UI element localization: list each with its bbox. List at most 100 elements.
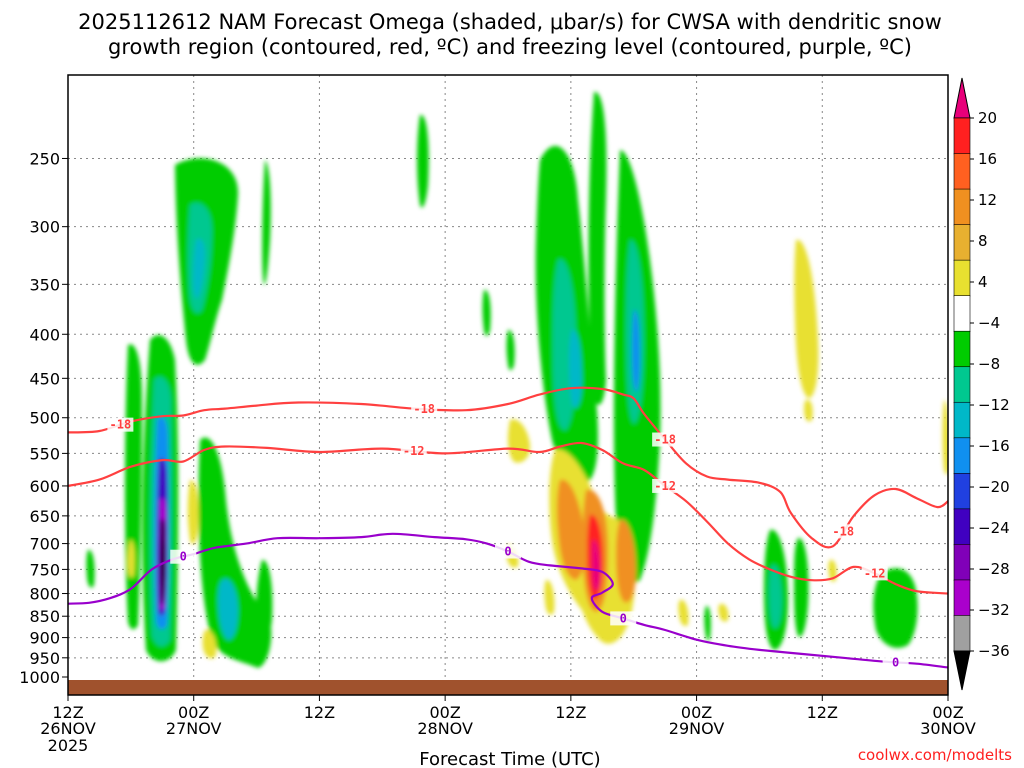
- colorbar-swatch-14: [953, 579, 971, 617]
- omega-band-yellow-ff: [828, 559, 837, 582]
- omega-band-orange-s: [616, 519, 636, 603]
- x-tick-label-5: 00Z: [681, 703, 712, 722]
- x-axis-label: Forecast Time (UTC): [419, 749, 600, 768]
- omega-band-green-aa: [794, 537, 809, 637]
- y-tick-label-400: 400: [29, 325, 60, 344]
- y-tick-label-800: 800: [29, 585, 60, 604]
- colorbar-swatch-7: [953, 330, 971, 368]
- chart-title-line1: 2025112612 NAM Forecast Omega (shaded, μ…: [78, 10, 942, 34]
- omega-streak-green-y: [704, 605, 711, 641]
- omega-band-yellow-g: [187, 479, 199, 545]
- omega-band-orange-q: [556, 479, 586, 580]
- colorbar-label-9: −20: [978, 478, 1010, 496]
- omega-band-cyan-c: [193, 238, 206, 299]
- colorbar-swatch-15: [953, 615, 971, 652]
- contour-label-bg-dendritic_minus18-3: [830, 524, 857, 539]
- y-tick-label-950: 950: [29, 649, 60, 668]
- colorbar-label-13: −36: [978, 642, 1010, 660]
- colorbar-label-11: −28: [978, 560, 1010, 578]
- contour-label-bg-freezing_0-3: [882, 655, 909, 670]
- omega-band-yellow-ee: [942, 400, 948, 475]
- colorbar-label-0: 20: [978, 109, 997, 127]
- y-tick-label-700: 700: [29, 535, 60, 554]
- colorbar: 20 16 12 8 4 −4 −8 −12 −16 −20 −24 −28 −32 −36: [953, 77, 1010, 691]
- x-tick-label-2: 12Z: [304, 703, 335, 722]
- y-tick-label-900: 900: [29, 629, 60, 648]
- colorbar-swatch-3: [953, 188, 971, 226]
- y-axis: 250 300 350 400 450 500 550 600 650 700 750 800 850 9…: [19, 149, 68, 687]
- plot-frame: [67, 74, 949, 696]
- y-tick-label-750: 750: [29, 560, 60, 579]
- contour-label-bg-freezing_0-0: [170, 549, 197, 564]
- contour-dendritic_minus12: [68, 441, 948, 595]
- colorbar-label-3: 8: [978, 232, 988, 250]
- colorbar-swatch-9: [953, 401, 971, 439]
- omega-band-yellow-h: [127, 539, 135, 578]
- contour-label-dendritic_minus12-2: -12: [864, 566, 886, 580]
- contour-label-bg-dendritic_minus18-0: [107, 417, 134, 432]
- x-tick-date-7: 30NOV: [920, 719, 976, 738]
- contour-label-dendritic_minus18-3: -18: [832, 524, 854, 538]
- x-tick-date-3: 28NOV: [417, 719, 473, 738]
- omega-band-yellow-x: [718, 603, 729, 622]
- colorbar-label-7: −12: [978, 396, 1010, 414]
- omega-band-yellow-w: [678, 599, 689, 626]
- contour-label-freezing_0-3: 0: [892, 655, 899, 669]
- colorbar-swatch-4: [953, 224, 971, 261]
- y-tick-label-300: 300: [29, 218, 60, 237]
- colorbar-swatch-8: [953, 366, 971, 404]
- colorbar-label-2: 12: [978, 191, 997, 209]
- colorbar-label-5: −4: [978, 314, 1000, 332]
- contour-label-freezing_0-2: 0: [620, 611, 627, 625]
- chart-title-line2: growth region (contoured, red, ºC) and f…: [108, 35, 912, 59]
- colorbar-label-10: −24: [978, 519, 1010, 537]
- colorbar-swatch-12: [953, 508, 971, 546]
- omega-streak-green-p: [506, 329, 515, 371]
- x-tick-label-1: 00Z: [178, 703, 209, 722]
- colorbar-label-6: −8: [978, 355, 1000, 373]
- y-tick-label-500: 500: [29, 409, 60, 428]
- contour-label-freezing_0-0: 0: [180, 550, 187, 564]
- omega-band-teal-z: [769, 564, 782, 629]
- y-tick-label-650: 650: [29, 507, 60, 526]
- contour-label-freezing_0-1: 0: [504, 545, 511, 559]
- y-tick-label-850: 850: [29, 607, 60, 626]
- omega-band-blue-n: [632, 309, 640, 392]
- omega-core-magenta-r: [592, 539, 600, 591]
- contour-label-bg-dendritic_minus18-1: [411, 401, 438, 416]
- colorbar-bottom-arrow: [953, 650, 971, 691]
- colorbar-swatch-10: [953, 437, 971, 475]
- x-tick-date-5: 29NOV: [669, 719, 725, 738]
- omega-band-yellow-j: [202, 629, 217, 659]
- y-tick-label-250: 250: [29, 149, 60, 168]
- colorbar-swatch-13: [953, 544, 971, 581]
- x-tick-label-0: 12Z: [52, 703, 83, 722]
- contour-label-dendritic_minus12-1: -12: [654, 479, 676, 493]
- x-tick-date-1: 27NOV: [166, 719, 222, 738]
- contour-label-dendritic_minus18-0: -18: [110, 418, 132, 432]
- omega-streak-green-o: [482, 289, 491, 336]
- y-tick-label-450: 450: [29, 369, 60, 388]
- contour-label-bg-dendritic_minus12-0: [400, 443, 427, 458]
- omega-shading: [86, 91, 948, 668]
- contour-label-dendritic_minus18-2: -18: [654, 433, 676, 447]
- omega-streak-green-i: [86, 549, 95, 588]
- colorbar-swatch-11: [953, 473, 971, 510]
- ground-surface: [68, 680, 948, 695]
- x-tick-label-3: 00Z: [429, 703, 460, 722]
- colorbar-label-4: 4: [978, 273, 988, 291]
- contour-label-bg-dendritic_minus12-2: [861, 566, 888, 581]
- omega-band-green-f: [255, 559, 273, 644]
- contour-label-bg-dendritic_minus12-1: [652, 478, 679, 493]
- colorbar-swatch-5: [953, 259, 971, 297]
- x-tick-year-0: 2025: [48, 736, 89, 755]
- omega-band-yellow-cc: [804, 399, 813, 422]
- x-tick-date-0: 26NOV: [40, 719, 96, 738]
- omega-streak-green-k: [417, 114, 429, 208]
- colorbar-label-8: −16: [978, 437, 1010, 455]
- colorbar-label-1: 16: [978, 150, 997, 168]
- omega-band-yellow-bb: [794, 239, 819, 399]
- y-tick-label-350: 350: [29, 275, 60, 294]
